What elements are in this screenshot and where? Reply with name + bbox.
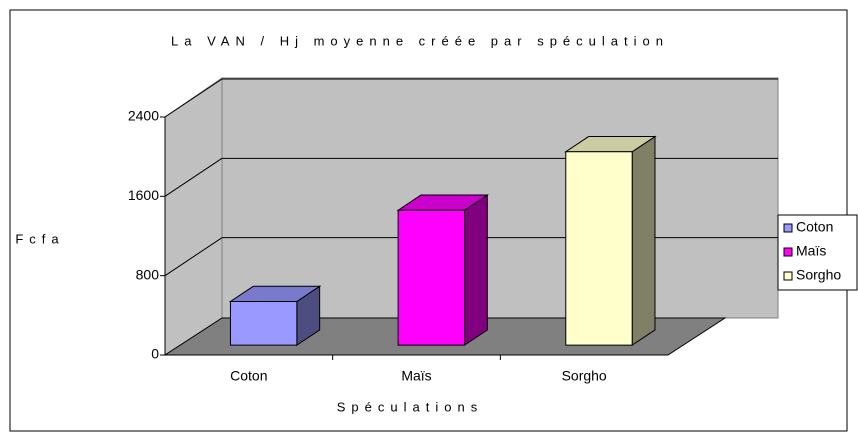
- y-tick-label: 800: [136, 266, 160, 282]
- x-tick-label: Maïs: [401, 368, 431, 384]
- y-tick-label: 2400: [128, 108, 159, 124]
- legend-label: Sorgho: [796, 267, 841, 283]
- bar-side: [631, 135, 656, 347]
- x-axis-label: Spéculations: [337, 399, 483, 414]
- back-wall: [221, 77, 779, 319]
- x-tick-label: Coton: [230, 368, 267, 384]
- legend-label: Maïs: [796, 243, 826, 259]
- side-grid-line: [164, 237, 223, 277]
- bar: [397, 209, 466, 346]
- legend-swatch: [783, 223, 793, 233]
- bar: [565, 151, 633, 346]
- chart-title: La VAN / Hj moyenne créée par spéculatio…: [171, 33, 669, 48]
- y-tick-label: 1600: [128, 187, 159, 203]
- legend-swatch: [783, 247, 793, 257]
- legend-swatch: [783, 271, 793, 281]
- side-grid-line: [164, 157, 223, 197]
- legend-label: Coton: [796, 219, 833, 235]
- x-tick-label: Sorgho: [562, 368, 607, 384]
- y-axis-label: Fcfa: [15, 231, 64, 246]
- bar: [229, 300, 298, 346]
- side-wall: [164, 77, 223, 356]
- y-tick-label: 0: [151, 346, 159, 362]
- side-grid-line: [164, 78, 223, 118]
- bar-side: [464, 194, 488, 347]
